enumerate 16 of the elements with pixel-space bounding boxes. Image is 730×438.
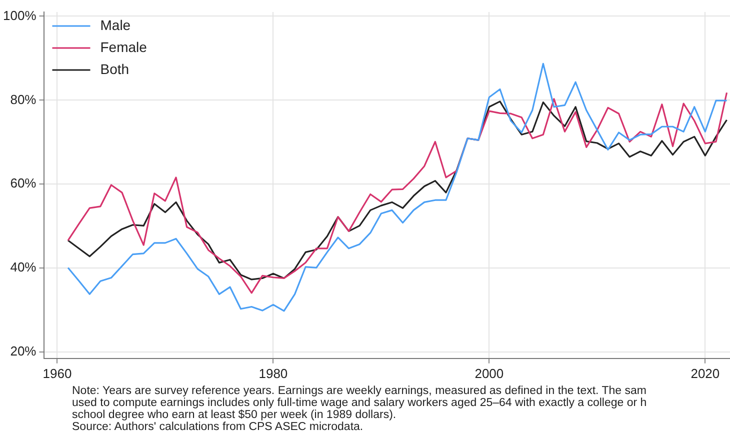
text: Note: Years are survey reference years. Earnings are weekly earnings, measured as defined in the text. The sam [72,385,648,397]
text: school degree who earn at least $50 per week (in 1989 dollars). [72,409,398,421]
y-tick-label: 100% [3,8,37,23]
y-tick-label: 40% [10,260,37,275]
legend-label: Both [100,60,130,77]
x-tick-label: 2020 [690,366,720,381]
y-tick-label: 80% [10,92,37,107]
legend-label: Male [100,16,131,33]
y-tick-label: 60% [10,176,37,191]
source-note: Source: Authors' calculations from CPS ASEC microdata. [72,421,364,433]
text: used to compute earnings includes only full-time wage and salary workers aged 25–64 with exactly a college or h [72,397,648,409]
x-tick-label: 1960 [42,366,72,381]
y-tick-label: 20% [10,344,37,359]
x-tick-label: 2000 [474,366,504,381]
legend-label: Female [100,38,148,55]
x-tick-label: 1980 [258,366,288,381]
